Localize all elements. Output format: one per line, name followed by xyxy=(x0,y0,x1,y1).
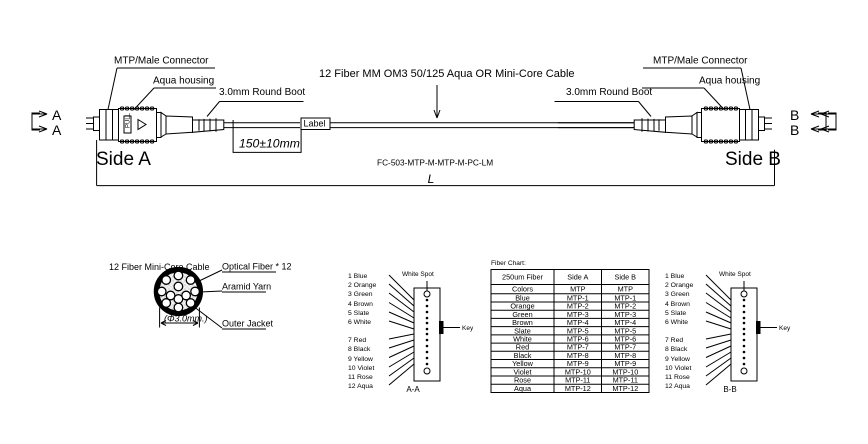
svg-text:6 White: 6 White xyxy=(348,319,371,326)
svg-text:MTP/Male Connector: MTP/Male Connector xyxy=(114,56,209,67)
svg-text:10 Violet: 10 Violet xyxy=(348,365,374,372)
svg-text:5 Slate: 5 Slate xyxy=(348,310,369,317)
svg-text:White Spot: White Spot xyxy=(719,271,751,278)
svg-text:3.0mm Round Boot: 3.0mm Round Boot xyxy=(566,87,652,98)
svg-text:MTP/Male Connector: MTP/Male Connector xyxy=(653,56,748,67)
svg-text:9 Yellow: 9 Yellow xyxy=(665,356,690,363)
svg-text:3 Green: 3 Green xyxy=(665,291,690,298)
svg-text:11 Rose: 11 Rose xyxy=(665,374,690,381)
svg-text:4 Brown: 4 Brown xyxy=(665,301,690,308)
svg-text:A: A xyxy=(52,122,62,138)
svg-text:A: A xyxy=(52,107,62,123)
svg-text:Side A: Side A xyxy=(96,149,151,170)
svg-text:4 Brown: 4 Brown xyxy=(348,301,373,308)
svg-text:Key: Key xyxy=(462,325,474,332)
svg-text:12 Aqua: 12 Aqua xyxy=(665,383,690,390)
svg-text:B: B xyxy=(790,122,799,138)
svg-text:A-A: A-A xyxy=(406,385,420,394)
svg-text:12 Fiber Mini-Core Cable: 12 Fiber Mini-Core Cable xyxy=(109,262,210,272)
svg-text:Side A: Side A xyxy=(567,273,588,282)
svg-text:Aqua housing: Aqua housing xyxy=(153,76,214,87)
svg-text:3.0mm Round Boot: 3.0mm Round Boot xyxy=(219,87,305,98)
svg-text:Side B: Side B xyxy=(725,149,781,170)
svg-text:B: B xyxy=(790,107,799,123)
svg-text:PULL: PULL xyxy=(126,112,132,128)
svg-text:Optical Fiber * 12: Optical Fiber * 12 xyxy=(222,262,292,272)
svg-text:3 Green: 3 Green xyxy=(348,291,373,298)
svg-text:Label: Label xyxy=(304,119,326,129)
svg-text:150±10mm: 150±10mm xyxy=(239,137,300,151)
svg-text:Side B: Side B xyxy=(615,273,637,282)
svg-text:White Spot: White Spot xyxy=(402,271,434,278)
svg-text:6 White: 6 White xyxy=(665,319,688,326)
svg-text:12 Fiber MM OM3 50/125 Aqua OR: 12 Fiber MM OM3 50/125 Aqua OR Mini-Core… xyxy=(319,68,575,80)
svg-text:2 Orange: 2 Orange xyxy=(348,282,377,289)
svg-text:Outer Jacket: Outer Jacket xyxy=(222,319,274,329)
svg-text:5 Slate: 5 Slate xyxy=(665,310,686,317)
svg-text:MTP: MTP xyxy=(570,284,586,293)
svg-text:8 Black: 8 Black xyxy=(348,346,371,353)
svg-text:2 Orange: 2 Orange xyxy=(665,282,694,289)
svg-text:(Φ3.0mm.): (Φ3.0mm.) xyxy=(164,314,208,324)
svg-text:8 Black: 8 Black xyxy=(665,346,688,353)
svg-text:FC-503-MTP-M-MTP-M-PC-LM: FC-503-MTP-M-MTP-M-PC-LM xyxy=(377,158,493,168)
svg-text:1 Blue: 1 Blue xyxy=(665,273,684,280)
svg-text:Aqua: Aqua xyxy=(514,384,532,393)
svg-text:1 Blue: 1 Blue xyxy=(348,273,367,280)
svg-text:L: L xyxy=(428,172,435,186)
svg-text:Key: Key xyxy=(779,325,791,332)
svg-text:Aramid Yarn: Aramid Yarn xyxy=(222,282,271,292)
svg-text:250um Fiber: 250um Fiber xyxy=(502,273,544,282)
svg-text:9 Yellow: 9 Yellow xyxy=(348,356,373,363)
svg-text:12 Aqua: 12 Aqua xyxy=(348,383,373,390)
svg-text:Aqua housing: Aqua housing xyxy=(699,76,760,87)
svg-text:MTP-12: MTP-12 xyxy=(565,384,591,393)
svg-text:Colors: Colors xyxy=(512,284,533,293)
svg-text:11 Rose: 11 Rose xyxy=(348,374,373,381)
svg-text:B-B: B-B xyxy=(723,385,736,394)
svg-text:7 Red: 7 Red xyxy=(348,337,366,344)
svg-text:Fiber Chart:: Fiber Chart: xyxy=(491,260,526,267)
svg-text:10 Violet: 10 Violet xyxy=(665,365,691,372)
svg-text:MTP-12: MTP-12 xyxy=(612,384,638,393)
svg-text:MTP: MTP xyxy=(618,284,634,293)
svg-text:7 Red: 7 Red xyxy=(665,337,683,344)
